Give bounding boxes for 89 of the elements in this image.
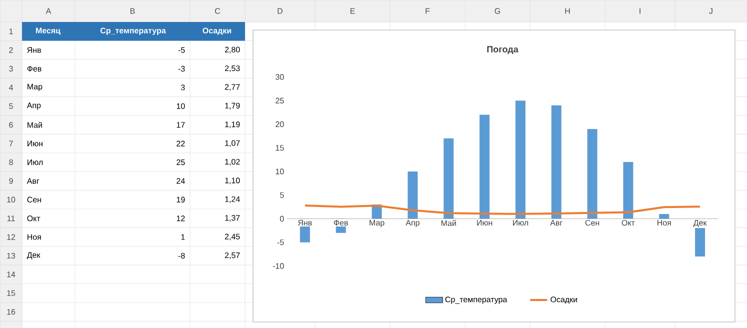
text: 2,57 — [224, 252, 240, 260]
text: D — [278, 8, 283, 14]
text: 14 — [7, 272, 16, 278]
x-tick-label: Май — [441, 220, 456, 226]
text: 1 — [9, 28, 13, 34]
x-tick-label: Авг — [550, 220, 562, 226]
category-label: Июл — [28, 159, 43, 166]
category-label: Авг — [26, 178, 40, 184]
text: Ср_температура — [100, 28, 166, 35]
category-label: Май — [28, 122, 42, 128]
x-tick-label: Сен — [585, 220, 600, 226]
y-tick-label: 25 — [276, 98, 284, 104]
category-label: Окт — [27, 216, 40, 222]
text: 9 — [9, 178, 13, 184]
text: 5 — [9, 103, 13, 109]
text: 2,53 — [224, 65, 240, 72]
text: G — [494, 8, 500, 14]
y-tick-label: 10 — [276, 168, 284, 174]
text: Месяц — [36, 28, 60, 35]
text: A — [46, 8, 52, 14]
text: 15 — [7, 290, 16, 296]
category-label: Фев — [27, 66, 42, 72]
x-tick-label: Окт — [622, 220, 635, 226]
text: H — [565, 8, 570, 14]
text: 1,10 — [225, 178, 240, 184]
text: 6 — [9, 122, 13, 128]
text: E — [350, 8, 355, 14]
text: 4 — [8, 84, 14, 90]
text: 11 — [7, 216, 15, 222]
text: 8 — [9, 159, 13, 166]
text: 12 — [176, 216, 185, 222]
text: 24 — [176, 178, 185, 184]
text: 3 — [180, 84, 185, 90]
x-tick-label: Мар — [370, 220, 384, 228]
text: 22 — [176, 140, 185, 146]
x-tick-label: Ноя — [658, 220, 671, 226]
legend-label: Осадки — [550, 296, 578, 304]
text: 10 — [176, 103, 185, 109]
legend-label: Ср_температура — [445, 296, 508, 304]
x-tick-label: Июл — [512, 220, 528, 226]
text: -3 — [178, 66, 185, 72]
category-label: Ноя — [28, 234, 41, 240]
chart-title: Погода — [487, 46, 518, 54]
x-tick-label: Дек — [693, 220, 707, 228]
text: B — [130, 8, 135, 14]
text: 19 — [176, 196, 185, 202]
x-tick-label: Июн — [477, 220, 492, 226]
text: 1,02 — [225, 158, 240, 166]
x-tick-label: Янв — [298, 220, 312, 226]
text: 1,07 — [225, 140, 240, 147]
text: -5 — [178, 47, 185, 53]
y-tick-label: 5 — [280, 192, 284, 198]
text: 2,80 — [224, 46, 240, 54]
text: F — [426, 8, 430, 14]
text: 1 — [181, 234, 185, 240]
line-series — [304, 204, 702, 215]
text: 13 — [7, 252, 16, 259]
y-tick-label: -10 — [272, 263, 284, 269]
text: 10 — [7, 196, 16, 202]
text: J — [709, 8, 712, 14]
category-label: Сен — [27, 196, 41, 202]
text: 7 — [9, 140, 13, 146]
text: 2,77 — [224, 84, 240, 91]
text: 12 — [7, 234, 16, 240]
y-tick-label: 30 — [276, 74, 284, 80]
text: 16 — [7, 309, 16, 315]
y-tick-label: 20 — [276, 121, 284, 128]
category-label: Июн — [28, 140, 42, 146]
text: -8 — [178, 252, 185, 259]
text: 3 — [9, 66, 13, 72]
y-tick-label: 15 — [276, 145, 284, 151]
text: 1,79 — [225, 102, 240, 110]
x-tick-label: Фев — [334, 220, 348, 226]
text: C — [215, 8, 220, 14]
category-label: Дек — [26, 252, 40, 260]
text: 25 — [176, 159, 185, 166]
text: 1,19 — [225, 122, 240, 128]
text: 2,45 — [224, 234, 240, 240]
text: 1,37 — [225, 215, 240, 222]
category-label: Апр — [26, 102, 41, 110]
y-tick-label: 0 — [280, 216, 284, 222]
text: 1,24 — [225, 196, 240, 203]
x-tick-label: Апр — [406, 220, 420, 228]
category-label: Янв — [27, 47, 41, 53]
text: 2 — [9, 47, 13, 53]
text: 17 — [176, 122, 185, 128]
text: Осадки — [202, 28, 232, 35]
y-tick-label: -5 — [277, 240, 284, 246]
category-label: Мар — [28, 84, 42, 92]
